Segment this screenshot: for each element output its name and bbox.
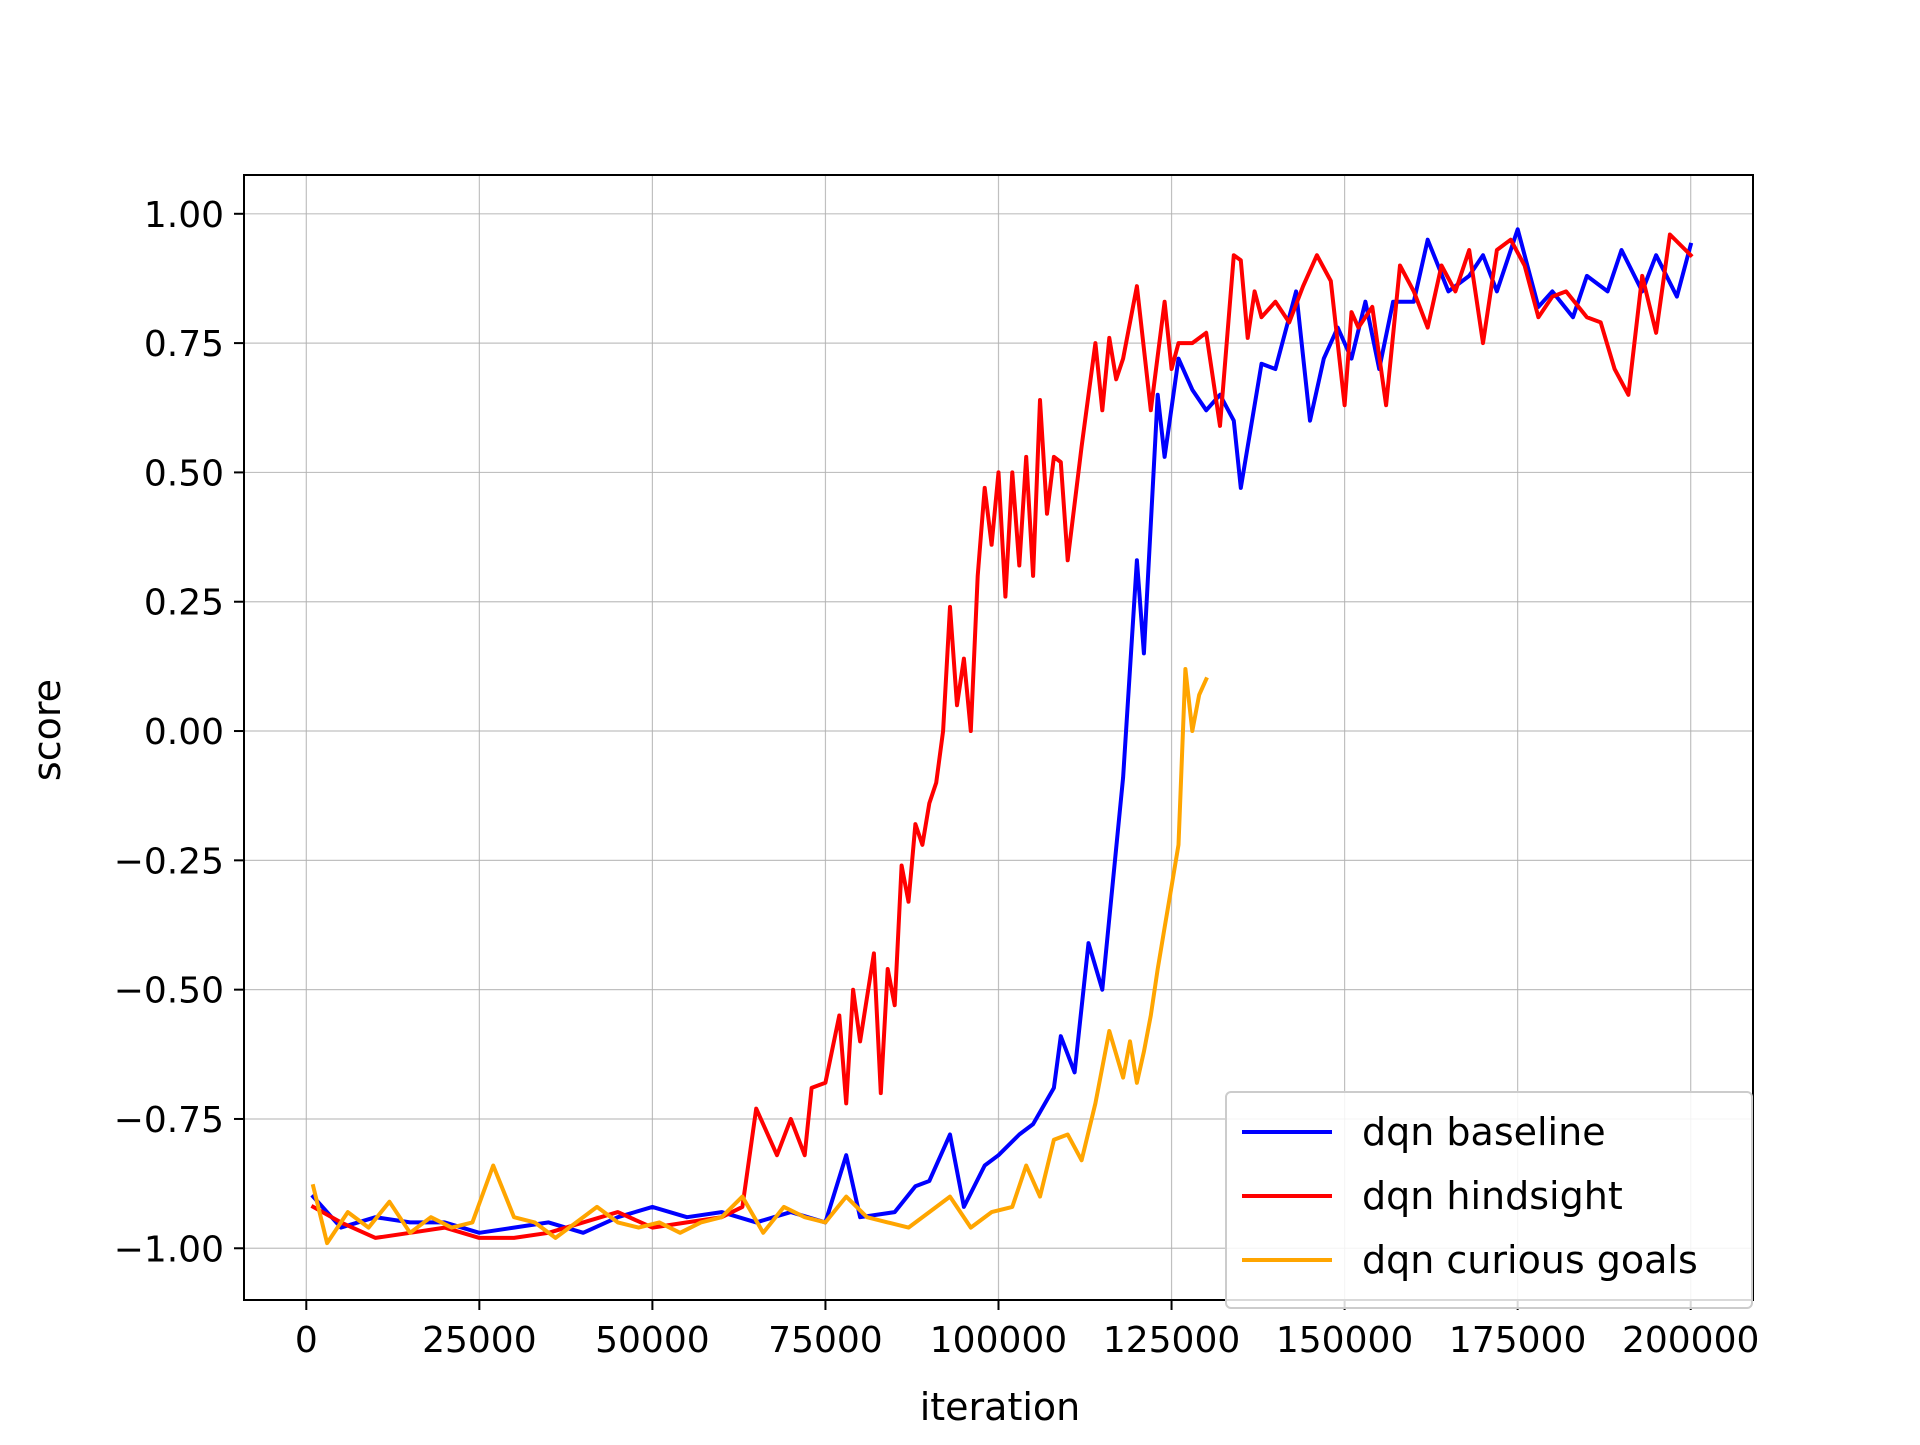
y-tick-label: 1.00: [144, 195, 224, 236]
x-tick-label: 100000: [930, 1320, 1067, 1361]
x-axis-label: iteration: [920, 1385, 1081, 1429]
ticks: 0 25000 50000 75000 100000 125000 150000 175000…: [114, 195, 1760, 1361]
series-lines: [310, 227, 1694, 1246]
series-line-dqn-baseline: [310, 227, 1694, 1235]
x-tick-label: 125000: [1103, 1320, 1240, 1361]
y-tick-label: −0.50: [114, 971, 224, 1012]
x-tick-label: 0: [295, 1320, 318, 1361]
y-tick-label: 0.00: [144, 712, 224, 753]
y-tick-label: 0.50: [144, 453, 224, 494]
series-line-dqn-hindsight: [310, 232, 1694, 1240]
grid: [244, 175, 1753, 1300]
series-line-dqn-curious-goals: [310, 667, 1209, 1246]
x-tick-label: 150000: [1276, 1320, 1413, 1361]
legend-label-dqn-curious-goals: dqn curious goals: [1362, 1238, 1698, 1282]
x-tick-label: 25000: [422, 1320, 537, 1361]
x-tick-label: 175000: [1449, 1320, 1586, 1361]
x-tick-label: 200000: [1622, 1320, 1759, 1361]
y-tick-label: 0.75: [144, 324, 224, 365]
y-tick-label: −0.75: [114, 1100, 224, 1141]
x-tick-label: 75000: [768, 1320, 883, 1361]
x-tick-label: 50000: [595, 1320, 710, 1361]
legend-label-dqn-hindsight: dqn hindsight: [1362, 1174, 1623, 1218]
y-tick-label: −0.25: [114, 841, 224, 882]
y-tick-label: −1.00: [114, 1229, 224, 1270]
y-axis-label: score: [25, 679, 69, 781]
legend-box: [1225, 1091, 1753, 1309]
legend: dqn baseline dqn hindsight dqn curious goa…: [1225, 1091, 1753, 1309]
legend-label-dqn-baseline: dqn baseline: [1362, 1110, 1606, 1154]
y-tick-label: 0.25: [144, 583, 224, 624]
